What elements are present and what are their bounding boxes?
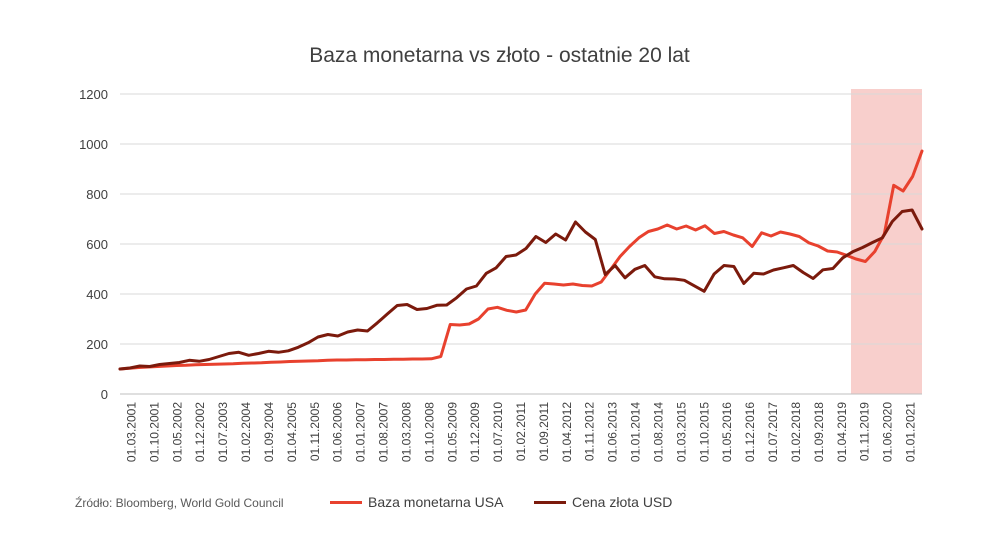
x-tick-label: 01.10.2015: [697, 402, 711, 462]
x-tick-label: 01.07.2003: [216, 402, 230, 462]
y-tick-label: 600: [86, 237, 108, 252]
x-tick-label: 01.06.2006: [331, 402, 345, 462]
x-tick-label: 01.02.2011: [514, 402, 528, 461]
x-tick-label: 01.09.2004: [262, 402, 276, 462]
legend-swatch-zloto: [534, 500, 566, 504]
legend-label-zloto: Cena złota USD: [572, 494, 673, 510]
x-tick-label: 01.11.2005: [308, 402, 322, 461]
y-tick-label: 400: [86, 287, 108, 302]
series-line-baza-monetarna: [118, 149, 924, 371]
x-tick-label: 01.12.2009: [468, 402, 482, 462]
x-tick-label: 01.04.2012: [560, 402, 574, 462]
y-tick-label: 200: [86, 337, 108, 352]
x-tick-label: 01.01.2007: [354, 402, 368, 462]
x-tick-label: 01.11.2019: [858, 402, 872, 461]
y-tick-label: 1200: [79, 87, 108, 102]
x-tick-label: 01.03.2008: [399, 402, 413, 462]
source-note: Źródło: Bloomberg, World Gold Council: [75, 496, 284, 510]
x-tick-label: 01.05.2009: [445, 402, 459, 462]
x-tick-label: 01.06.2013: [606, 402, 620, 462]
x-tick-label: 01.01.2014: [629, 402, 643, 462]
x-tick-label: 01.07.2017: [766, 402, 780, 462]
legend-item-baza: Baza monetarna USA: [330, 494, 503, 510]
x-tick-label: 01.08.2014: [651, 402, 665, 462]
x-tick-label: 01.08.2007: [377, 402, 391, 462]
x-tick-label: 01.10.2008: [422, 402, 436, 462]
chart-title: Baza monetarna vs złoto - ostatnie 20 la…: [309, 44, 690, 67]
x-tick-label: 01.03.2015: [674, 402, 688, 462]
x-tick-label: 01.01.2021: [904, 402, 918, 462]
y-tick-label: 0: [101, 387, 108, 402]
x-tick-label: 01.03.2001: [124, 402, 138, 462]
x-tick-label: 01.04.2005: [285, 402, 299, 462]
legend-swatch-baza: [330, 500, 362, 504]
y-tick-label: 1000: [79, 137, 108, 152]
x-tick-label: 01.09.2018: [812, 402, 826, 462]
x-tick-label: 01.05.2016: [720, 402, 734, 462]
x-tick-label: 01.07.2010: [491, 402, 505, 462]
x-tick-label: 01.12.2002: [193, 402, 207, 462]
series-line-cena-zlota: [118, 208, 924, 371]
legend-label-baza: Baza monetarna USA: [368, 494, 504, 510]
x-tick-label: 01.02.2004: [239, 402, 253, 462]
legend-item-zloto: Cena złota USD: [534, 494, 672, 510]
x-tick-label: 01.06.2020: [881, 402, 895, 462]
x-tick-label: 01.04.2019: [835, 402, 849, 462]
x-tick-label: 01.10.2001: [147, 402, 161, 462]
x-tick-label: 01.05.2002: [170, 402, 184, 462]
highlight-band: [850, 89, 922, 394]
x-tick-label: 01.02.2018: [789, 402, 803, 462]
x-tick-label: 01.11.2012: [583, 402, 597, 461]
x-tick-label: 01.09.2011: [537, 402, 551, 461]
y-tick-label: 800: [86, 187, 108, 202]
x-tick-label: 01.12.2016: [743, 402, 757, 462]
